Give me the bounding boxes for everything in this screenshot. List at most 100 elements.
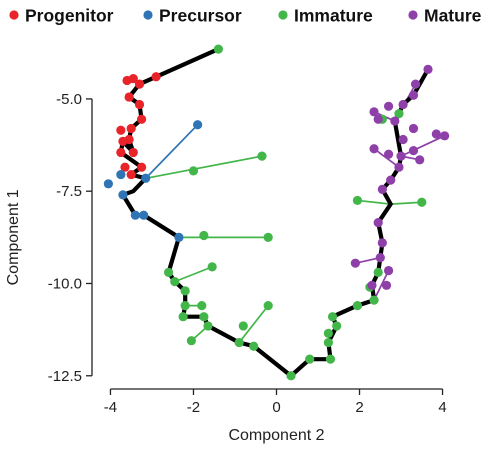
precursor-point — [116, 169, 126, 180]
immature-point — [325, 354, 336, 364]
legend-item-immature: Immature — [278, 6, 373, 26]
progenitor-point — [122, 75, 132, 86]
immature-point — [207, 262, 217, 272]
precursor-point — [141, 173, 151, 183]
trajectory-path — [118, 47, 431, 378]
y-tick-label: -5.0 — [56, 91, 82, 108]
x-axis-ticks: -4 -2 0 2 4 — [104, 389, 447, 416]
immature-point — [234, 337, 244, 348]
mature-point — [367, 280, 377, 290]
mature-point — [398, 99, 408, 110]
immature-point — [394, 109, 404, 119]
mature-point — [396, 151, 406, 161]
mature-point — [423, 64, 433, 74]
progenitor-point — [136, 114, 147, 124]
immature-point — [286, 371, 296, 381]
immature-point — [323, 337, 333, 348]
mature-point — [373, 217, 383, 228]
mature-point — [390, 116, 400, 126]
y-tick-label: -7.5 — [56, 183, 82, 200]
mature-point — [408, 145, 419, 156]
immature-point — [263, 301, 273, 311]
immature-point — [373, 267, 383, 278]
legend-marker-immature — [278, 10, 288, 20]
legend-item-mature: Mature — [408, 6, 482, 26]
immature-point — [199, 312, 209, 322]
immature-point — [197, 301, 207, 311]
progenitor-point — [126, 169, 136, 180]
x-tick-label: 0 — [272, 399, 280, 416]
immature-point — [257, 151, 267, 161]
legend-item-progenitor: Progenitor — [9, 6, 114, 26]
immature-point — [352, 195, 363, 206]
branch-line — [238, 305, 269, 344]
mature-point — [398, 134, 408, 145]
immature-point — [203, 321, 213, 331]
immature-point — [305, 354, 315, 364]
mature-point — [373, 114, 383, 124]
branch-line — [145, 124, 199, 179]
immature-point — [417, 197, 427, 207]
x-tick-label: -2 — [187, 399, 200, 416]
legend-label-immature: Immature — [294, 6, 373, 26]
x-axis-title: Component 2 — [228, 427, 324, 444]
legend-label-precursor: Precursor — [159, 6, 242, 26]
branch-lines — [145, 83, 445, 344]
precursor-point — [130, 210, 140, 220]
progenitor-point — [136, 162, 147, 172]
branch-line — [145, 155, 263, 180]
mature-point — [377, 238, 387, 248]
immature-point — [238, 321, 248, 331]
immature-point — [263, 232, 273, 242]
progenitor-point — [128, 147, 138, 158]
immature-point — [249, 341, 259, 351]
progenitor-point — [116, 147, 126, 158]
immature-point — [178, 312, 188, 322]
progenitor-point — [126, 123, 136, 134]
progenitor-point — [116, 125, 126, 135]
immature-point — [199, 230, 209, 241]
precursor-point — [174, 232, 184, 242]
immature-point — [180, 301, 190, 311]
mature-point — [431, 129, 441, 139]
legend-label-progenitor: Progenitor — [25, 6, 114, 26]
precursor-point — [118, 190, 128, 200]
x-tick-label: 2 — [355, 399, 363, 416]
precursor-point — [193, 120, 203, 130]
immature-point — [163, 267, 174, 278]
branch-line — [400, 135, 445, 157]
progenitor-point — [120, 162, 130, 172]
mature-point — [369, 144, 379, 154]
immature-point — [186, 336, 197, 346]
immature-point — [213, 44, 223, 54]
mature-point — [375, 253, 385, 263]
immature-point — [332, 321, 342, 331]
mature-point — [394, 162, 404, 172]
mature-point — [383, 101, 394, 111]
progenitor-point — [118, 136, 128, 146]
immature-point — [369, 295, 379, 305]
precursor-point — [103, 179, 113, 189]
precursor-point — [139, 210, 149, 220]
y-tick-label: -10.0 — [48, 275, 82, 292]
axes: -4 -2 0 2 4 -5.0 -7.5 -10.0 -12.5 Component 2 C… — [5, 91, 447, 444]
immature-point — [170, 277, 180, 287]
progenitor-point — [134, 99, 145, 110]
mature-point — [350, 258, 360, 268]
data-points — [103, 44, 450, 381]
immature-point — [180, 286, 190, 296]
progenitor-point — [134, 79, 145, 89]
y-tick-label: -12.5 — [48, 368, 82, 385]
y-axis-title: Component 1 — [5, 189, 22, 285]
branch-line — [357, 199, 391, 205]
mature-point — [386, 175, 396, 185]
mature-point — [410, 79, 421, 89]
branch-line — [174, 266, 213, 283]
mature-point — [381, 280, 392, 290]
chart-legend: Progenitor Precursor Immature Mature — [9, 6, 482, 26]
immature-point — [327, 312, 338, 322]
branch-line — [390, 201, 422, 205]
x-tick-label: 4 — [438, 399, 446, 416]
y-axis-ticks: -5.0 -7.5 -10.0 -12.5 — [48, 91, 92, 385]
immature-point — [188, 166, 199, 176]
